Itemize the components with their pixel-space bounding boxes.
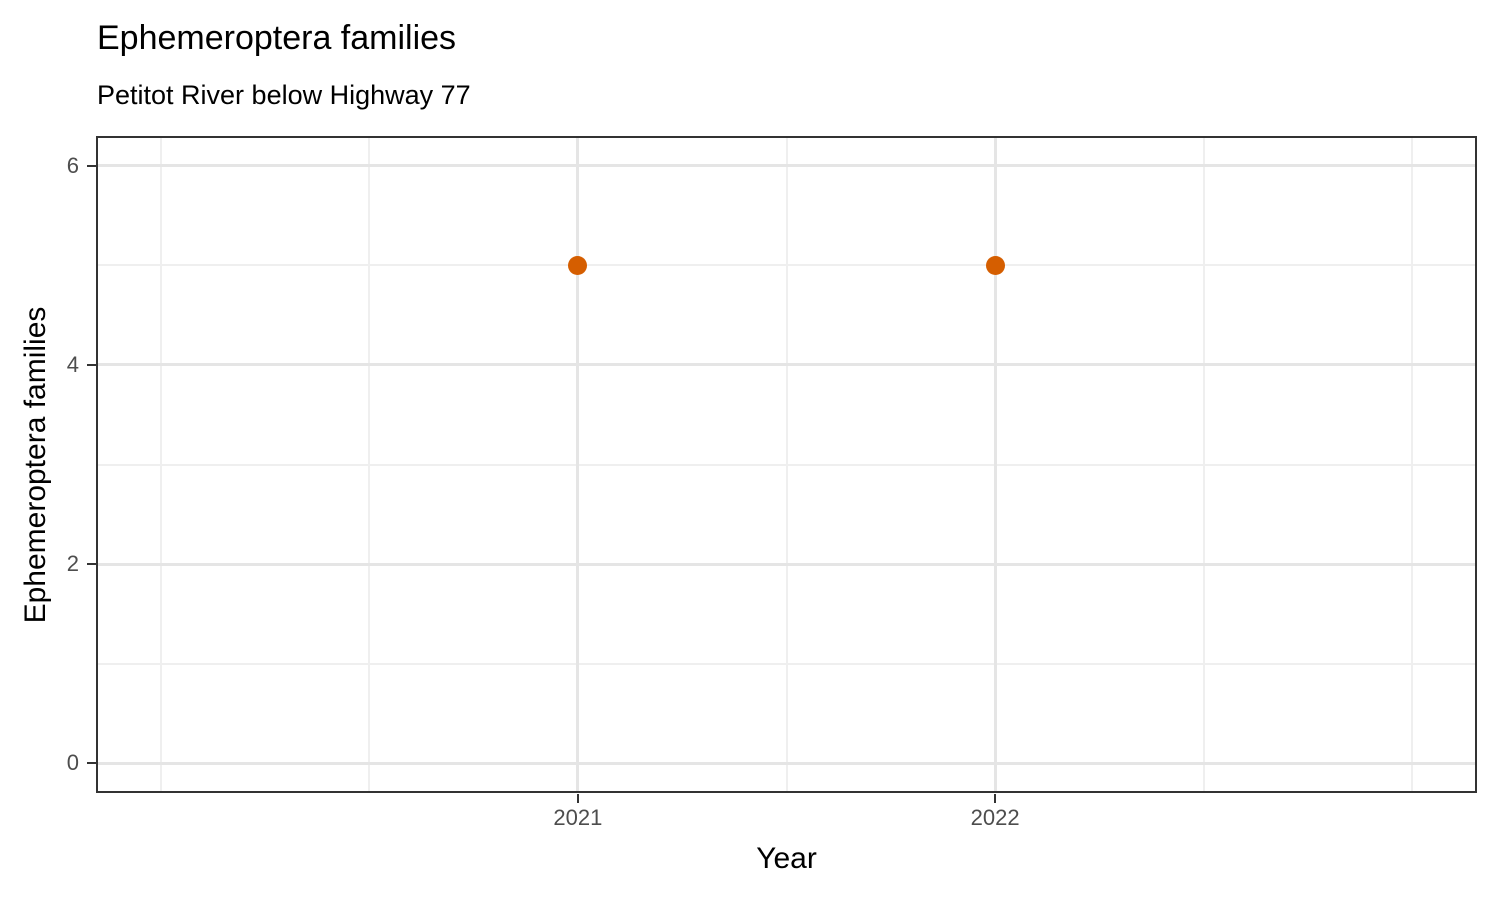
y-tick-label: 2 bbox=[66, 551, 79, 577]
x-axis-title: Year bbox=[756, 842, 817, 875]
gridline-y-major bbox=[98, 164, 1475, 168]
x-tick-mark bbox=[993, 793, 997, 803]
x-tick-label: 2021 bbox=[553, 805, 603, 830]
y-tick-label: 0 bbox=[66, 750, 79, 776]
gridline-y-major bbox=[98, 562, 1475, 566]
y-tick-mark bbox=[86, 761, 96, 765]
y-tick-mark bbox=[86, 363, 96, 367]
y-axis-title: Ephemeroptera families bbox=[19, 306, 52, 624]
gridline-x-minor bbox=[159, 138, 162, 791]
y-tick-mark bbox=[86, 164, 96, 168]
y-tick-label: 6 bbox=[66, 152, 79, 178]
gridline-y-major bbox=[98, 363, 1475, 367]
y-tick-mark bbox=[86, 562, 96, 566]
gridline-x-major bbox=[576, 138, 580, 791]
chart-title: Ephemeroptera families bbox=[97, 19, 457, 57]
gridline-y-major bbox=[98, 761, 1475, 765]
data-point bbox=[985, 255, 1005, 275]
gridline-x-minor bbox=[1411, 138, 1414, 791]
x-tick-mark bbox=[576, 793, 580, 803]
gridline-x-minor bbox=[1202, 138, 1205, 791]
y-tick-label: 4 bbox=[66, 351, 79, 377]
plot-panel: 0 2 4 6 2021 2022 bbox=[67, 136, 1477, 829]
gridline-x-minor bbox=[368, 138, 371, 791]
data-point bbox=[568, 255, 588, 275]
gridline-x-major bbox=[993, 138, 997, 791]
x-tick-label: 2022 bbox=[970, 805, 1020, 830]
gridline-x-minor bbox=[785, 138, 788, 791]
chart-subtitle: Petitot River below Highway 77 bbox=[97, 80, 471, 110]
